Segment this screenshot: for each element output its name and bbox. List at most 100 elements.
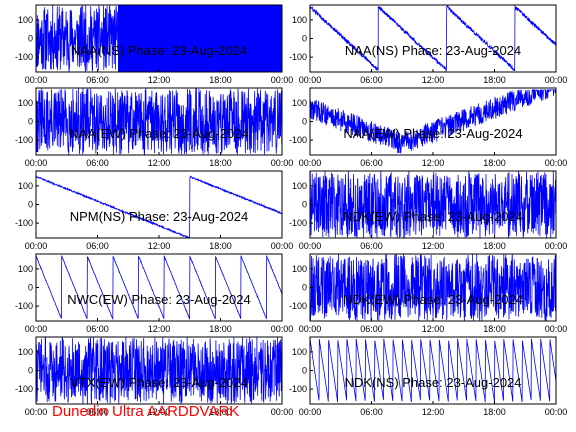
axes-frame	[35, 253, 283, 322]
panel-title: NAA(NS) Phase: 23-Aug-2024	[71, 43, 247, 58]
ytick-label: -100	[289, 218, 307, 228]
xtick-label: 00:00	[545, 75, 568, 85]
xtick-label: 12:00	[148, 158, 171, 168]
series-line	[36, 255, 282, 321]
xtick-label: 00:00	[271, 241, 294, 251]
ytick-label: 100	[18, 347, 33, 357]
xtick-label: 06:00	[86, 407, 109, 417]
ytick-label: 100	[18, 181, 33, 191]
ytick-label: 0	[28, 283, 33, 293]
ytick-label: -100	[15, 301, 33, 311]
xtick-label: 00:00	[25, 324, 48, 334]
axes-frame	[35, 170, 283, 239]
xtick-label: 06:00	[360, 75, 383, 85]
ytick-label: -100	[289, 384, 307, 394]
xtick-label: 12:00	[422, 324, 445, 334]
xtick-label: 12:00	[148, 324, 171, 334]
xtick-label: 12:00	[148, 241, 171, 251]
ytick-label: 0	[28, 200, 33, 210]
panel-title: NAA(EW) Phase: 23-Aug-2024	[69, 126, 248, 141]
series-line	[36, 88, 282, 155]
xtick-label: 06:00	[360, 324, 383, 334]
xtick-label: 00:00	[299, 241, 322, 251]
xtick-label: 06:00	[360, 158, 383, 168]
panel-7: 100 0 -100 00:00 06:00 12:00 18:00 00:00 NWC(EW)…	[15, 253, 294, 334]
ytick-label: 100	[18, 264, 33, 274]
panel-4: 100 0 -100 00:00 06:00 12:00 18:00 00:00 NAA(EW)…	[289, 87, 568, 168]
ytick-label: -100	[15, 52, 33, 62]
panel-6: 100 0 -100 00:00 06:00 12:00 18:00 00:00 NDK(EW)…	[289, 170, 567, 251]
series-line	[310, 88, 556, 154]
xtick-label: 12:00	[148, 75, 171, 85]
footer-label: Dunedin Ultra AARDDVARK	[52, 403, 240, 420]
series-block	[118, 5, 282, 72]
ytick-label: 100	[18, 15, 33, 25]
xtick-label: 06:00	[86, 324, 109, 334]
ytick-label: 100	[292, 347, 307, 357]
panel-3: 100 0 -100 00:00 06:00 12:00 18:00 00:00 NAA(EW)…	[15, 87, 294, 168]
ytick-label: -100	[15, 135, 33, 145]
panel-title: NDK(NS) Phase: 23-Aug-2024	[344, 375, 521, 390]
xtick-label: 00:00	[545, 324, 568, 334]
ytick-label: 100	[292, 181, 307, 191]
ytick-label: 0	[28, 34, 33, 44]
panel-title: NAA(NS) Phase: 23-Aug-2024	[345, 43, 521, 58]
xtick-label: 00:00	[271, 407, 294, 417]
ytick-label: 0	[302, 200, 307, 210]
xtick-label: 00:00	[545, 158, 568, 168]
ytick-label: 0	[302, 117, 307, 127]
panel-8: 100 0 -100 00:00 06:00 12:00 18:00 00:00 NDK(EW)…	[289, 253, 568, 334]
ytick-label: -100	[289, 135, 307, 145]
panel-9: 100 0 -100 00:00 06:00 12:00 18:00 00:00 VTX(EW)…	[15, 336, 294, 417]
xtick-label: 18:00	[209, 407, 232, 417]
ytick-label: 0	[28, 117, 33, 127]
xtick-label: 00:00	[271, 158, 294, 168]
xtick-label: 18:00	[209, 158, 232, 168]
xtick-label: 06:00	[360, 407, 383, 417]
ytick-label: 0	[302, 366, 307, 376]
xtick-label: 12:00	[148, 407, 171, 417]
ytick-label: -100	[15, 218, 33, 228]
ytick-label: 100	[292, 15, 307, 25]
xtick-label: 00:00	[25, 241, 48, 251]
panel-title: NDK(EW) Phase: 23-Aug-2024	[343, 292, 523, 307]
ytick-label: 0	[28, 366, 33, 376]
xtick-label: 00:00	[271, 324, 294, 334]
xtick-label: 12:00	[422, 407, 445, 417]
xtick-label: 18:00	[209, 241, 232, 251]
panel-title: NWC(EW) Phase: 23-Aug-2024	[67, 292, 251, 307]
xtick-label: 18:00	[483, 241, 506, 251]
xtick-label: 12:00	[422, 241, 445, 251]
xtick-label: 12:00	[422, 75, 445, 85]
ytick-label: 0	[302, 34, 307, 44]
series-line	[310, 254, 556, 321]
xtick-label: 00:00	[25, 407, 48, 417]
series-line	[36, 5, 119, 72]
series-line	[310, 171, 556, 238]
xtick-label: 06:00	[86, 241, 109, 251]
panel-2: 100 0 -100 00:00 06:00 12:00 18:00 00:00 NAA(NS)…	[289, 4, 568, 85]
xtick-label: 18:00	[483, 75, 506, 85]
xtick-label: 00:00	[299, 75, 322, 85]
series-line	[310, 338, 556, 403]
panel-title: NAA(EW) Phase: 23-Aug-2024	[343, 126, 522, 141]
xtick-label: 00:00	[299, 407, 322, 417]
xtick-label: 00:00	[299, 324, 322, 334]
xtick-label: 18:00	[483, 158, 506, 168]
series-line	[310, 5, 556, 72]
panel-5: 100 0 -100 00:00 06:00 12:00 18:00 00:00 NPM(NS)…	[15, 170, 294, 251]
xtick-label: 12:00	[422, 158, 445, 168]
xtick-label: 18:00	[209, 324, 232, 334]
ytick-label: 0	[302, 283, 307, 293]
series-line	[36, 175, 282, 238]
axes-frame	[309, 4, 557, 73]
ytick-label: 100	[292, 98, 307, 108]
ytick-label: 100	[292, 264, 307, 274]
xtick-label: 00:00	[299, 158, 322, 168]
ytick-label: -100	[15, 384, 33, 394]
xtick-label: 06:00	[86, 158, 109, 168]
panel-title: VTX(EW) Phase: 23-Aug-2024	[70, 375, 248, 390]
xtick-label: 00:00	[25, 158, 48, 168]
xtick-label: 18:00	[483, 324, 506, 334]
